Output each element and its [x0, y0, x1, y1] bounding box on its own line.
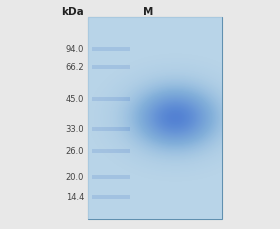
Bar [92, 98, 130, 101]
Text: 33.0: 33.0 [65, 125, 84, 134]
Text: 26.0: 26.0 [66, 147, 84, 156]
Text: M: M [143, 7, 153, 17]
Bar [88, 18, 222, 219]
Bar [92, 128, 130, 131]
Text: 94.0: 94.0 [66, 45, 84, 54]
Text: 14.4: 14.4 [66, 193, 84, 202]
Bar [92, 48, 130, 52]
Bar [92, 149, 130, 153]
Bar [92, 195, 130, 199]
Text: kDa: kDa [61, 7, 83, 17]
Text: 66.2: 66.2 [65, 63, 84, 72]
Text: 45.0: 45.0 [66, 95, 84, 104]
Bar [92, 175, 130, 179]
Bar [92, 66, 130, 70]
Text: 20.0: 20.0 [66, 173, 84, 182]
